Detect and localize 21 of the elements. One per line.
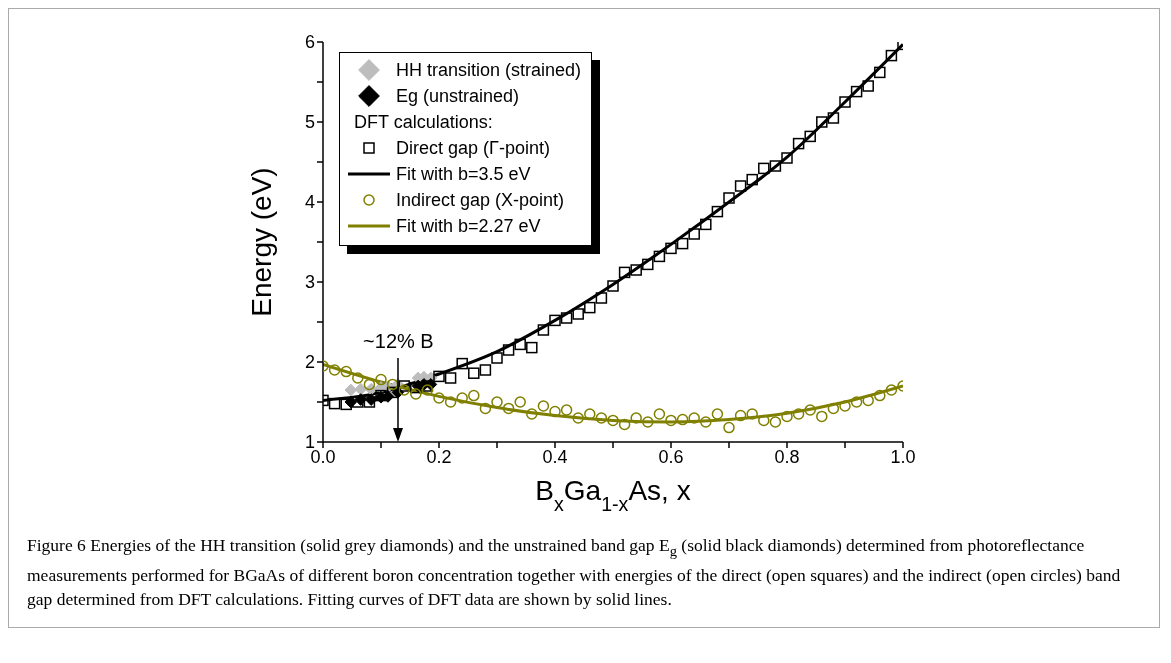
- legend-label: HH transition (strained): [396, 59, 582, 81]
- y-tick-label: 2: [304, 352, 315, 373]
- x-tick-label: 0.6: [658, 446, 684, 467]
- legend-label: Direct gap (Γ-point): [396, 137, 550, 159]
- y-tick-label: 4: [304, 192, 315, 213]
- x-tick-label: 0.4: [542, 446, 568, 467]
- x-axis-title: B$_{x}$Ga$_{1-x}$As, x: [535, 475, 691, 515]
- legend-label: Fit with b=2.27 eV: [396, 215, 541, 237]
- annotation: ~12% B: [362, 330, 435, 353]
- legend-label: Fit with b=3.5 eV: [396, 163, 531, 185]
- y-axis-title: Energy (eV): [246, 167, 277, 317]
- x-tick-label: 1.0: [890, 446, 916, 467]
- legend-label: Indirect gap (X-point): [396, 189, 565, 211]
- y-tick-label: 3: [304, 272, 315, 293]
- x-tick-label: 0.2: [426, 446, 452, 467]
- x-tick-label: 0.8: [774, 446, 800, 467]
- legend-title: DFT calculations:: [353, 111, 494, 134]
- legend-label: Eg (unstrained): [396, 85, 520, 107]
- y-tick-label: 5: [304, 112, 315, 133]
- y-tick-label: 6: [304, 32, 315, 53]
- caption: Figure 6 Energies of the HH transition (solid grey diamonds) and the unstrained band gap E$_{g}$ (solid black diamonds) determined from photoreflectance measurements performed for BGaAs of different boron concentration together with energies of the direct (open squares) and the indirect (open circles) band gap determined from DFT calculations. Fitting curves of DFT data are shown by solid lines.: [26, 534, 1122, 611]
